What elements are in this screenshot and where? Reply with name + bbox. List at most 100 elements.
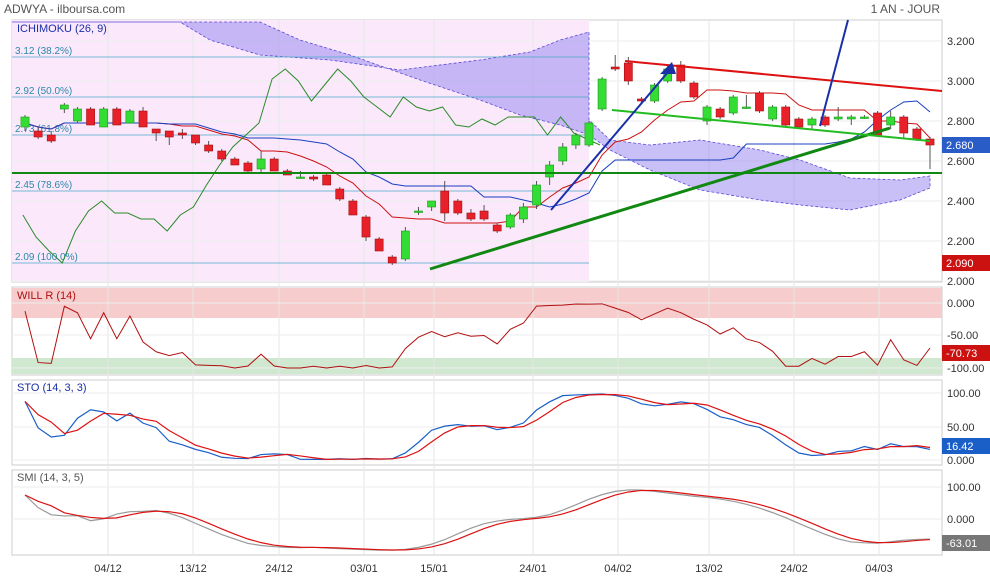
- candle-body: [833, 116, 843, 120]
- smi-panel: [11, 469, 943, 556]
- candle-body: [623, 62, 633, 82]
- fibonacci-label: 3.12 (38.2%): [15, 46, 72, 57]
- candle-body: [807, 118, 817, 126]
- indicator-tick-label: 0.000: [947, 514, 975, 526]
- candle-body: [335, 188, 345, 200]
- candle-body: [584, 122, 594, 146]
- sto-title: STO (14, 3, 3): [17, 382, 87, 394]
- candle-body: [571, 134, 581, 146]
- willr-title: WILL R (14): [17, 290, 76, 302]
- fibonacci-levels: 3.12 (38.2%) 2.92 (50.0%) 2.73 (61.8%) 2.45…: [12, 46, 589, 264]
- ichimoku-title: ICHIMOKU (26, 9): [17, 23, 107, 35]
- channel-line: [611, 109, 931, 142]
- chart-source-title: ADWYA - ilboursa.com: [4, 2, 126, 16]
- x-tick-label: 24/01: [519, 563, 547, 575]
- candle-body: [164, 130, 174, 138]
- candle-body: [387, 256, 397, 264]
- candle-body: [204, 144, 213, 152]
- sto-panel: [11, 379, 943, 466]
- candle-body: [715, 108, 725, 118]
- price-tick-label: 2.600: [947, 156, 975, 168]
- candle-body: [400, 230, 410, 260]
- candle-body: [217, 150, 227, 160]
- axis-labels: 04/12 13/12 24/12 03/01 15/01 24/01 04/02 13/02…: [94, 36, 990, 575]
- tenkan-sen-line: [24, 89, 931, 224]
- willr-last-badge: [942, 345, 990, 361]
- indicator-tick-label: 0.000: [947, 298, 975, 310]
- candlestick-series: [20, 55, 935, 265]
- uptrend-line: [429, 126, 891, 271]
- willr-last-badge-value: -70.73: [946, 348, 977, 360]
- x-tick-label: 04/03: [865, 563, 893, 575]
- candle-body: [886, 116, 896, 126]
- candle-body: [191, 134, 200, 144]
- x-tick-label: 15/01: [420, 563, 448, 575]
- candle-body: [243, 162, 253, 172]
- price-tick-label: 2.000: [947, 276, 975, 288]
- candle-body: [689, 82, 699, 98]
- indicator-tick-label: 50.00: [947, 422, 975, 434]
- candle-body: [296, 176, 305, 179]
- candle-body: [322, 174, 332, 186]
- candle-body: [20, 116, 30, 128]
- low-price-value: 2.090: [946, 258, 974, 270]
- candle-body: [545, 164, 555, 178]
- candle-body: [728, 96, 738, 114]
- candle-body: [702, 106, 712, 122]
- x-tick-label: 24/02: [780, 563, 808, 575]
- price-tick-label: 3.200: [947, 36, 975, 48]
- low-price-badge: [942, 255, 990, 271]
- candle-body: [230, 158, 240, 166]
- candle-body: [794, 118, 804, 128]
- candle-body: [742, 106, 751, 109]
- arrow-head: [660, 62, 676, 74]
- fibonacci-label: 2.09 (100.0%): [15, 252, 78, 263]
- candle-body: [361, 216, 371, 238]
- kumo-cloud: [12, 21, 931, 211]
- candle-body: [505, 214, 515, 228]
- indicator-tick-label: 0.000: [947, 455, 975, 467]
- last-price-value: 2.680: [946, 140, 974, 152]
- candle-body: [309, 176, 318, 180]
- chart-period-label: 1 AN - JOUR: [870, 2, 940, 16]
- candle-body: [59, 104, 69, 110]
- downtrend-line: [624, 60, 943, 92]
- candle-body: [374, 238, 384, 252]
- x-tick-label: 24/12: [265, 563, 293, 575]
- blue-trend-arrow: [550, 71, 669, 211]
- candle-body: [466, 212, 476, 220]
- price-tick-label: 2.800: [947, 116, 975, 128]
- ichimoku-lines: [22, 68, 931, 264]
- x-tick-label: 13/12: [179, 563, 207, 575]
- candle-body: [558, 146, 568, 162]
- candle-body: [768, 106, 777, 120]
- price-tick-label: 2.400: [947, 196, 975, 208]
- smi-last-badge: [942, 535, 990, 551]
- price-tick-label: 3.000: [947, 76, 975, 88]
- candle-body: [781, 106, 791, 126]
- kijun-sen-line: [24, 100, 931, 208]
- smi-last-badge-value: -63.01: [946, 538, 977, 550]
- smi-signal-line: [24, 489, 931, 551]
- candle-body: [532, 184, 541, 206]
- indicator-tick-label: -100.00: [947, 363, 984, 375]
- candle-body: [925, 138, 935, 146]
- candle-body: [440, 190, 450, 214]
- fibonacci-label: 2.45 (78.6%): [15, 180, 72, 191]
- candle-body: [899, 116, 909, 134]
- candle-body: [755, 92, 764, 112]
- candle-body: [33, 130, 43, 138]
- candle-body: [846, 116, 856, 120]
- candle-body: [269, 158, 279, 172]
- x-tick-label: 13/02: [695, 563, 723, 575]
- candle-body: [125, 110, 135, 124]
- candle-body: [479, 210, 489, 220]
- willr-oversold-zone: [12, 358, 942, 374]
- indicator-tick-label: -50.00: [947, 330, 978, 342]
- candle-body: [597, 78, 607, 110]
- blue-steep-line: [819, 19, 849, 127]
- last-price-badge: [942, 137, 990, 153]
- indicator-lines: [24, 303, 931, 551]
- fibonacci-label: 2.73 (61.8%): [15, 124, 72, 135]
